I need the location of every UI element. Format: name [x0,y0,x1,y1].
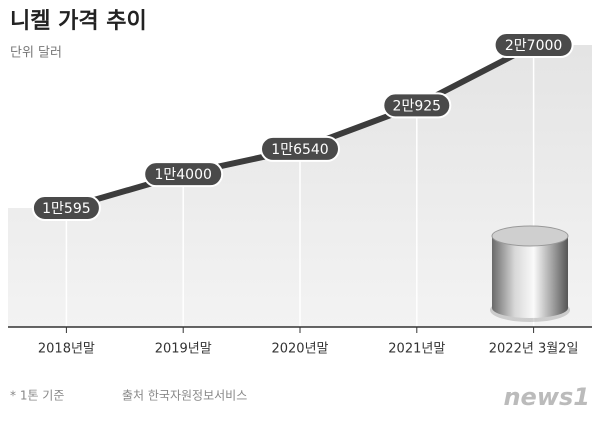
value-label: 1만4000 [154,167,211,183]
value-label: 2만925 [393,98,442,114]
source: 출처 한국자원정보서비스 [122,389,247,403]
value-label: 2만7000 [505,38,562,54]
x-tick-label: 2020년말 [271,342,328,357]
x-tick-label: 2021년말 [388,342,445,357]
note: * 1톤 기준 [10,389,64,403]
value-label-bg [493,32,574,58]
x-tick-label: 2022년 3월2일 [489,342,579,357]
x-tick-label: 2019년말 [155,342,212,357]
logo: news1 [503,383,590,411]
value-label-bg [143,161,224,188]
value-label: 1만6540 [271,142,328,158]
chart-title: 니켈 가격 추이 [10,9,147,34]
plot-area: 2018년말 1만595 2019년말 1만4000 2020년말 1만6540 2021년… [8,32,592,357]
value-label-bg [382,92,452,119]
value-label-bg [31,195,101,221]
x-tick-label: 2018년말 [38,342,95,357]
value-label: 1만595 [42,201,91,217]
chart-subtitle: 단위 달러 [10,46,62,61]
cylinder-illustration [490,225,570,322]
value-label-bg [260,135,340,162]
